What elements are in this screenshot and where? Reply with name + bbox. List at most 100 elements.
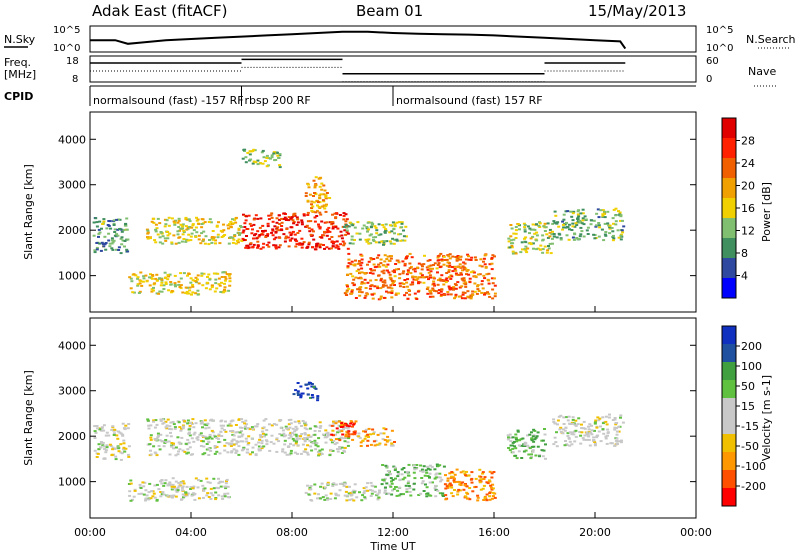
vel-heat-cell	[245, 423, 249, 426]
power-heat-cell	[196, 218, 200, 221]
power-heat-cell	[179, 272, 183, 275]
power-heat-cell	[390, 279, 394, 282]
power-colorbar-ticklabel-1: 8	[741, 247, 748, 260]
power-heat-cell	[480, 283, 484, 286]
vel-heat-cell	[581, 437, 585, 440]
power-heat-cell	[550, 237, 554, 240]
vel-heat-cell	[606, 428, 610, 431]
power-heat-cell	[477, 273, 480, 276]
vel-heat-cell	[601, 428, 605, 431]
power-heat-cell	[344, 233, 348, 236]
vel-heat-cell	[514, 447, 518, 450]
vel-heat-cell	[213, 447, 217, 449]
vel-heat-cell	[574, 419, 578, 422]
power-heat-cell	[214, 242, 217, 245]
vel-heat-cell	[111, 448, 115, 451]
power-heat-cell	[556, 221, 560, 224]
vel-heat-cell	[406, 482, 410, 485]
power-heat-cell	[443, 259, 447, 261]
power-heat-cell	[445, 277, 449, 280]
frequency-series	[90, 58, 626, 83]
vel-heat-cell	[122, 442, 126, 445]
vel-heat-cell	[340, 446, 344, 449]
vel-heat-cell	[263, 435, 266, 438]
vel-heat-cell	[383, 491, 387, 494]
power-heat-cell	[531, 235, 535, 238]
vel-heat-cell	[399, 493, 403, 496]
vel-heat-cell	[287, 445, 291, 448]
power-heat-cell	[197, 223, 201, 225]
vel-heat-cell	[451, 476, 455, 479]
nave-ytick-bottom: 0	[706, 74, 712, 85]
power-heat-cell	[238, 232, 242, 235]
vel-heat-cell	[593, 429, 596, 432]
vel-heat-cell	[254, 454, 258, 457]
power-heat-cell	[436, 271, 439, 274]
vel-heat-cell	[211, 431, 215, 434]
power-heat-cell	[400, 221, 404, 224]
power-heat-cell	[200, 223, 204, 225]
power-heat-cell	[395, 292, 399, 295]
vel-heat-cell	[459, 484, 463, 486]
power-heat-cell	[256, 240, 260, 243]
power-heat-cell	[108, 242, 112, 245]
vel-heat-cell	[203, 419, 207, 422]
vel-heat-cell	[590, 424, 593, 427]
power-heat-cell	[227, 242, 231, 245]
power-heat-cell	[320, 236, 324, 239]
power-heat-cell	[351, 242, 355, 245]
power-heat-cell	[191, 284, 195, 286]
vel-heat-cell	[156, 436, 160, 439]
vel-heat-cell	[619, 414, 623, 417]
vel-heat-cell	[244, 427, 248, 430]
vel-heat-cell	[301, 443, 305, 446]
vel-heat-cell	[567, 436, 571, 439]
vel-heat-cell	[394, 467, 397, 470]
power-ylabel: Slant Range [km]	[22, 164, 35, 260]
power-heat-cell	[295, 240, 299, 243]
vel-heat-cell	[364, 428, 368, 431]
vel-heat-cell	[391, 444, 395, 447]
vel-heat-cell	[604, 437, 608, 440]
vel-heat-cell	[476, 499, 480, 502]
vel-heat-cell	[516, 430, 520, 433]
vel-heat-cell	[373, 444, 377, 447]
power-heat-cell	[403, 239, 407, 242]
power-heat-cell	[244, 161, 248, 164]
power-heat-cell	[450, 275, 454, 278]
vel-heat-cell	[296, 444, 300, 447]
vel-heat-cell	[456, 490, 460, 493]
power-heat-cell	[141, 280, 145, 283]
vel-heat-cell	[366, 433, 370, 436]
vel-heat-cell	[438, 464, 442, 467]
vel-heat-cell	[302, 450, 306, 453]
power-heat-cell	[406, 269, 410, 272]
vel-heat-cell	[316, 397, 320, 400]
power-heat-cell	[442, 280, 446, 282]
power-heat-cell	[608, 227, 612, 230]
power-heat-cell	[312, 230, 315, 233]
power-heat-cell	[548, 235, 552, 238]
vel-heat-cell	[392, 488, 396, 491]
power-heat-cell	[179, 223, 183, 226]
vel-colorbar-swatch-4	[722, 416, 736, 434]
vel-heat-cell	[308, 427, 312, 430]
power-heat-cell	[277, 157, 281, 159]
power-heat-cell	[350, 290, 354, 293]
vel-heat-cell	[383, 477, 387, 480]
power-heat-cell	[403, 264, 407, 267]
power-heat-cell	[393, 225, 397, 228]
vel-heat-cell	[377, 496, 381, 499]
power-heat-cell	[120, 230, 124, 233]
vel-heat-cell	[446, 486, 450, 489]
power-heat-cell	[577, 215, 581, 218]
power-heat-cell	[251, 162, 255, 165]
vel-heat-cell	[344, 435, 348, 438]
power-heat-cell	[176, 233, 180, 236]
power-heat-cell	[394, 268, 398, 271]
vel-heat-cell	[574, 435, 578, 438]
vel-heat-cell	[441, 492, 445, 495]
power-heat-cell	[287, 216, 291, 219]
vel-heat-cell	[614, 422, 618, 424]
power-heat-cell	[157, 277, 161, 280]
